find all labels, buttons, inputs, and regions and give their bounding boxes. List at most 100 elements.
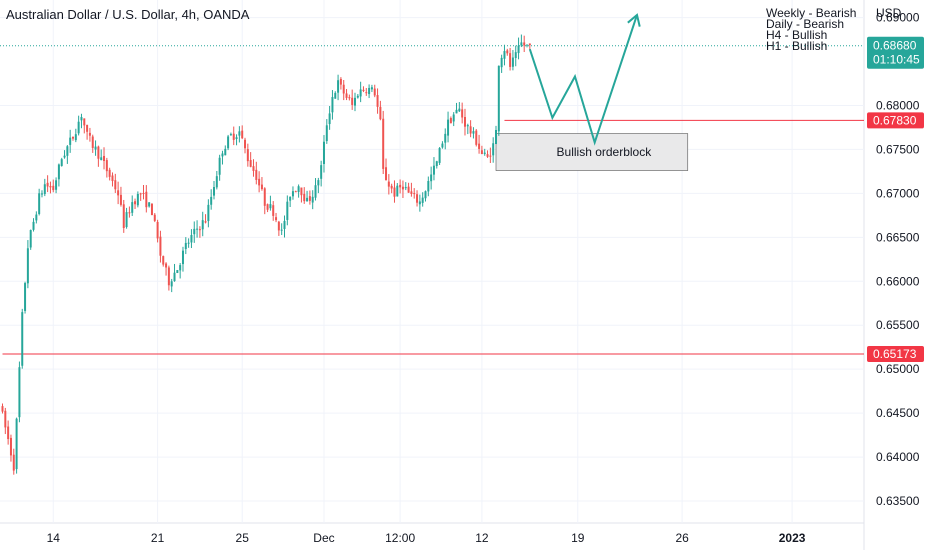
candle-body (393, 187, 396, 197)
candle-body (246, 149, 249, 162)
y-tick-label: 0.63500 (876, 494, 920, 508)
candle-body (424, 191, 427, 199)
candle-body (356, 95, 359, 98)
level-price-value: 0.65173 (873, 347, 917, 361)
candle-body (396, 185, 399, 197)
candle-body (60, 159, 63, 166)
x-tick-label: 21 (151, 531, 165, 545)
candle-body (483, 152, 486, 154)
candle-body (46, 182, 49, 187)
candle-body (218, 157, 221, 175)
candle-body (213, 187, 215, 196)
candle-body (528, 43, 531, 46)
x-tick-label: 12:00 (385, 531, 415, 545)
candle-body (145, 191, 148, 208)
x-tick-label: Dec (313, 531, 334, 545)
candle-body (119, 194, 122, 205)
candle-body (117, 190, 120, 196)
candle-body (131, 202, 134, 213)
level-price-tag (867, 345, 924, 362)
candle-body (509, 53, 512, 67)
candle-body (385, 167, 388, 181)
candle-body (480, 150, 483, 155)
x-tick-label: 26 (675, 531, 689, 545)
candle-body (500, 57, 503, 68)
candle-body (128, 212, 131, 214)
candle-body (201, 220, 204, 230)
candle-body (283, 220, 286, 229)
candle-body (492, 143, 495, 156)
candle-body (215, 176, 218, 188)
candle-body (35, 214, 38, 221)
candle-body (325, 125, 328, 142)
candle-body (359, 89, 362, 97)
candle-body (235, 137, 238, 140)
candle-body (523, 42, 526, 46)
candle-body (4, 410, 7, 428)
candle-body (303, 193, 306, 202)
candle-body (176, 270, 179, 273)
candle-body (24, 283, 27, 311)
candle-body (503, 51, 506, 59)
candle-body (162, 256, 165, 265)
candle-body (362, 89, 365, 91)
candle-body (452, 114, 455, 122)
bullish-orderblock[interactable]: Bullish orderblock (495, 133, 689, 171)
candle-body (266, 204, 269, 210)
candle-body (444, 133, 447, 143)
orderblock-rect[interactable] (495, 133, 689, 171)
x-tick-label: 2023 (779, 531, 806, 545)
candle-body (328, 113, 331, 125)
candle-body (320, 165, 323, 179)
y-tick-label: 0.66000 (876, 274, 920, 288)
price-axis-ticks: 0.69000 0.68000 0.67500 0.67000 0.66500 0.660… (876, 11, 920, 508)
candle-body (184, 242, 187, 250)
symbol-title: Australian Dollar / U.S. Dollar, 4h, OAN… (6, 7, 250, 22)
candle-body (207, 204, 210, 222)
x-tick-label: 25 (236, 531, 250, 545)
candle-body (196, 228, 199, 230)
candle-body (348, 97, 351, 99)
candle-body (280, 229, 283, 231)
candle-body (69, 137, 72, 145)
candle-body (244, 139, 247, 149)
candle-body (277, 221, 280, 231)
candle-body (472, 131, 475, 134)
candle-body (108, 169, 111, 177)
candle-body (63, 155, 66, 158)
bias-daily: Daily - Bearish (766, 17, 845, 31)
candle-body (421, 197, 424, 203)
candle-body (404, 187, 407, 189)
candle-body (458, 108, 461, 112)
candle-body (475, 130, 478, 145)
candle-body (260, 184, 263, 190)
candle-body (345, 93, 348, 98)
candle-body (167, 267, 170, 286)
candle-body (125, 212, 128, 228)
candle-body (32, 221, 35, 230)
time-axis-ticks: 14 21 25 Dec 12:00 12 19 26 2023 (47, 531, 806, 545)
candle-body (136, 193, 139, 206)
candle-body (258, 178, 261, 186)
projection-path[interactable] (528, 13, 641, 146)
candle-body (153, 214, 156, 221)
candle-body (139, 193, 142, 195)
level-price-value: 0.67830 (873, 113, 917, 127)
candle-body (252, 166, 255, 171)
candle-body (94, 146, 97, 150)
candle-body (193, 228, 196, 235)
candle-body (511, 57, 514, 67)
candle-body (337, 80, 340, 93)
candle-body (430, 174, 433, 182)
candle-body (427, 180, 430, 192)
bias-notes: Weekly - Bearish Daily - Bearish H4 - Bu… (766, 7, 856, 52)
candle-body (43, 184, 46, 195)
candle-body (238, 131, 241, 136)
candle-body (26, 248, 29, 284)
orderblock-label: Bullish orderblock (557, 145, 653, 159)
candle-body (221, 153, 224, 157)
candle-body (365, 92, 368, 94)
candle-body (49, 186, 52, 188)
